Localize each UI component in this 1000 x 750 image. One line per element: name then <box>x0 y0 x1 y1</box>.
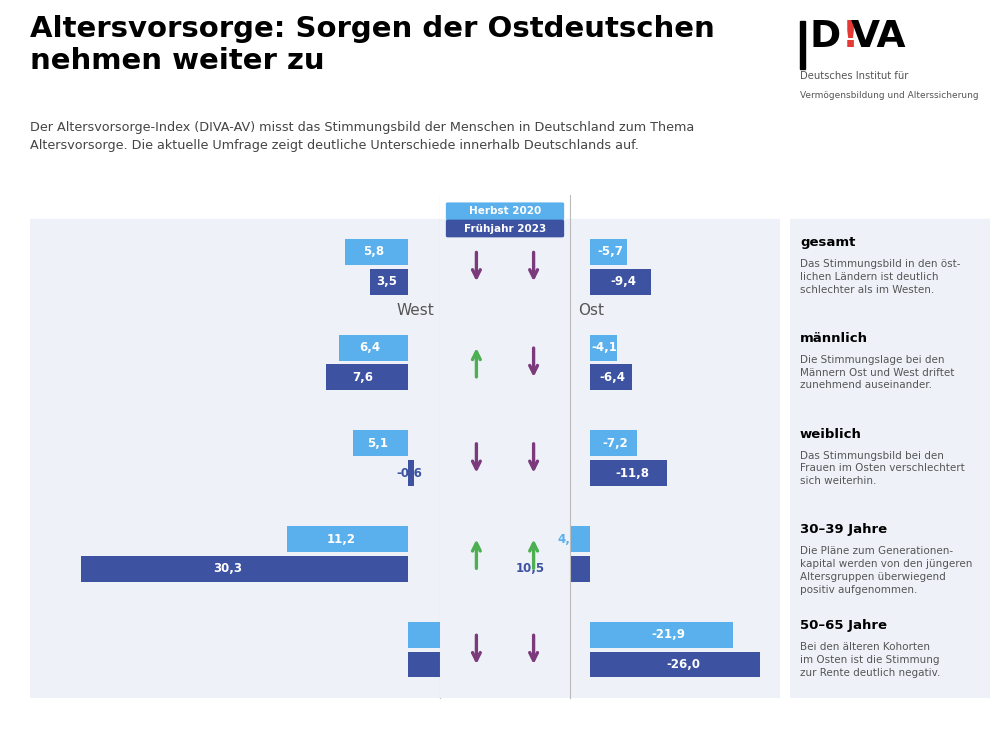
Text: -21,9: -21,9 <box>652 628 686 641</box>
Bar <box>345 239 408 265</box>
Bar <box>570 315 780 410</box>
FancyBboxPatch shape <box>446 202 564 220</box>
Bar <box>570 506 780 602</box>
Text: 4,1: 4,1 <box>558 532 579 545</box>
Text: -9,4: -9,4 <box>611 275 637 288</box>
Bar <box>440 506 570 602</box>
Text: -26,0: -26,0 <box>667 658 701 671</box>
Text: 7,6: 7,6 <box>352 370 373 384</box>
Bar <box>353 430 408 456</box>
Text: Das Stimmungsbild bei den
Frauen im Osten verschlechtert
sich weiterhin.: Das Stimmungsbild bei den Frauen im Oste… <box>800 451 965 486</box>
Bar <box>370 268 408 295</box>
Text: -11,8: -11,8 <box>615 466 649 479</box>
Bar <box>590 364 632 390</box>
Bar <box>30 315 440 410</box>
Bar <box>408 622 540 648</box>
Bar <box>30 506 440 602</box>
Bar <box>408 652 624 677</box>
Text: gesamt: gesamt <box>800 236 855 249</box>
Text: Die Pläne zum Generationen-
kapital werden von den jüngeren
Altersgruppen überwi: Die Pläne zum Generationen- kapital werd… <box>800 546 972 595</box>
Bar <box>440 410 570 506</box>
Bar <box>790 410 990 506</box>
Text: 10,5: 10,5 <box>516 562 545 575</box>
Bar <box>800 20 805 69</box>
Bar <box>30 602 440 698</box>
Text: -4,1: -4,1 <box>592 341 617 354</box>
Bar <box>590 460 667 486</box>
Text: Ost: Ost <box>578 303 604 318</box>
Text: 6,4: 6,4 <box>359 341 380 354</box>
Bar <box>590 334 617 361</box>
Bar <box>30 410 440 506</box>
Text: -5,7: -5,7 <box>597 245 623 259</box>
Bar <box>440 315 570 410</box>
Bar <box>408 460 414 486</box>
Text: Herbst 2020: Herbst 2020 <box>469 206 541 216</box>
Text: Altersvorsorge: Sorgen der Ostdeutschen
nehmen weiter zu: Altersvorsorge: Sorgen der Ostdeutschen … <box>30 15 715 76</box>
Text: !: ! <box>841 20 859 56</box>
Text: Der Altersvorsorge-Index (DIVA-AV) misst das Stimmungsbild der Menschen in Deuts: Der Altersvorsorge-Index (DIVA-AV) misst… <box>30 121 694 152</box>
Text: Das Stimmungsbild in den öst-
lichen Ländern ist deutlich
schlechter als im West: Das Stimmungsbild in den öst- lichen Län… <box>800 260 960 295</box>
Text: 30–39 Jahre: 30–39 Jahre <box>800 524 887 536</box>
Text: 11,2: 11,2 <box>327 532 356 545</box>
Text: 50–65 Jahre: 50–65 Jahre <box>800 619 887 632</box>
Text: 5,8: 5,8 <box>363 245 384 259</box>
Bar <box>590 622 733 648</box>
Text: -7,2: -7,2 <box>603 437 629 450</box>
Bar <box>440 602 570 698</box>
Bar <box>590 430 637 456</box>
Bar <box>326 364 408 390</box>
Bar <box>590 652 760 677</box>
Text: Frühjahr 2023: Frühjahr 2023 <box>464 224 546 233</box>
Bar <box>790 602 990 698</box>
Text: 3,5: 3,5 <box>376 275 397 288</box>
Bar <box>81 556 408 582</box>
Bar <box>790 219 990 315</box>
Text: -0,6: -0,6 <box>397 466 423 479</box>
Bar <box>570 219 780 315</box>
Bar <box>339 334 408 361</box>
Text: -20,1: -20,1 <box>599 658 633 671</box>
Text: West: West <box>397 303 434 318</box>
FancyBboxPatch shape <box>446 220 564 237</box>
Bar <box>440 219 570 315</box>
Text: 30,3: 30,3 <box>213 562 242 575</box>
Text: VA: VA <box>851 20 907 56</box>
Bar <box>287 526 408 552</box>
Bar <box>590 239 627 265</box>
Bar <box>590 268 651 295</box>
Text: Bei den älteren Kohorten
im Osten ist die Stimmung
zur Rente deutlich negativ.: Bei den älteren Kohorten im Osten ist di… <box>800 642 940 677</box>
Bar <box>790 315 990 410</box>
Bar <box>563 526 590 552</box>
Text: D: D <box>810 20 841 56</box>
Bar <box>521 556 590 582</box>
Bar <box>790 506 990 602</box>
Text: Die Stimmungslage bei den
Männern Ost und West driftet
zunehmend auseinander.: Die Stimmungslage bei den Männern Ost un… <box>800 355 954 391</box>
Text: männlich: männlich <box>800 332 868 345</box>
Text: Vermögensbildung und Alterssicherung: Vermögensbildung und Alterssicherung <box>800 91 979 100</box>
Bar <box>570 410 780 506</box>
Text: 5,1: 5,1 <box>367 437 388 450</box>
Text: -6,4: -6,4 <box>600 370 626 384</box>
Bar <box>570 602 780 698</box>
Bar <box>30 219 440 315</box>
Text: weiblich: weiblich <box>800 427 862 440</box>
Text: -12,3: -12,3 <box>515 628 549 641</box>
Text: Deutsches Institut für: Deutsches Institut für <box>800 71 908 82</box>
